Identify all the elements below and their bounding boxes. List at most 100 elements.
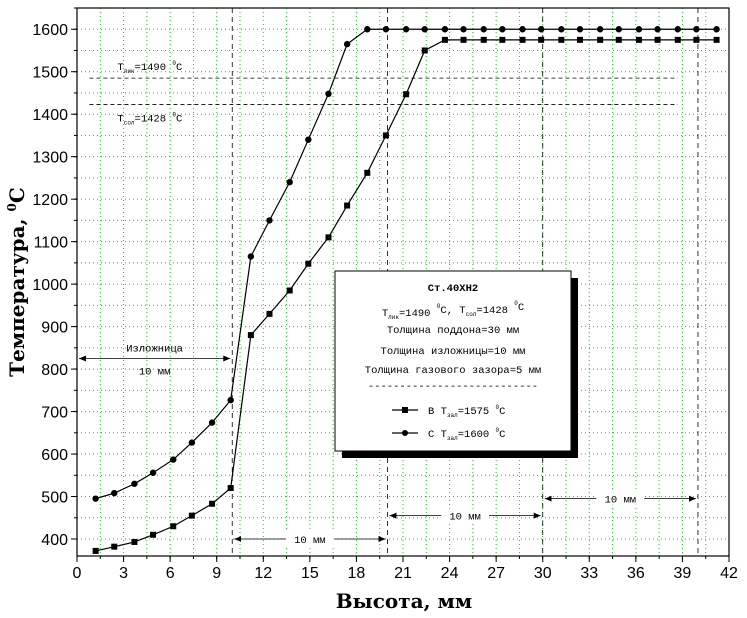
y-axis-title: Температура,	[5, 211, 29, 376]
data-point-square	[364, 169, 371, 176]
data-point-circle	[421, 26, 428, 33]
x-tick-label: 6	[166, 565, 175, 582]
legend-series-label: С Тзал=1600 0С	[428, 427, 505, 442]
x-tick-label: 33	[580, 565, 598, 582]
legend-title: Ст.40ХН2	[428, 283, 478, 295]
data-point-square	[576, 36, 583, 43]
dimension-label: 10 мм	[139, 366, 171, 378]
x-axis-title: Высота, мм	[336, 589, 473, 613]
data-point-circle	[596, 26, 604, 33]
data-point-square	[693, 36, 700, 43]
legend-pallet-thickness: Толщина поддона=30 мм	[387, 325, 519, 337]
data-point-square	[480, 36, 487, 43]
y-axis-unit: С	[5, 187, 29, 203]
data-point-square	[227, 485, 234, 492]
data-point-circle	[111, 489, 118, 497]
data-point-circle	[674, 26, 681, 33]
dimension-label-bg	[596, 491, 645, 505]
y-axis-degree: 0	[5, 203, 19, 211]
data-point-circle	[149, 469, 157, 476]
x-tick-label: 0	[73, 565, 82, 582]
data-point-square	[131, 538, 138, 545]
y-tick-label: 600	[41, 447, 68, 464]
data-point-circle	[286, 178, 293, 186]
data-point-square	[382, 132, 389, 139]
data-point-square	[344, 202, 351, 209]
data-point-circle	[364, 26, 371, 33]
data-point-circle	[188, 439, 196, 446]
dimension-label: 10 мм	[294, 535, 326, 547]
data-point-circle	[325, 90, 332, 98]
data-point-square	[305, 260, 312, 267]
data-point-circle	[441, 26, 449, 33]
data-point-square	[286, 287, 293, 294]
data-point-circle	[654, 26, 661, 33]
x-tick-label: 39	[674, 565, 692, 582]
reference-label: Тсол=1428 0С	[117, 111, 182, 126]
data-point-square	[421, 47, 428, 54]
y-tick-label: 1300	[32, 150, 68, 167]
dimension-label: 10 мм	[449, 512, 481, 524]
data-point-circle	[499, 26, 506, 33]
data-point-square	[111, 543, 118, 550]
data-point-square	[460, 36, 467, 43]
y-tick-label: 400	[41, 532, 68, 549]
dimension-label-bg	[441, 508, 490, 522]
data-point-circle	[519, 26, 526, 33]
data-point-square	[325, 234, 332, 241]
data-point-square	[635, 36, 642, 43]
legend-box: Ст.40ХН2 Тлик=1490 0С, Тсол=1428 0С Толщин…	[334, 270, 578, 458]
data-point-square	[247, 332, 254, 339]
data-point-circle	[170, 456, 177, 463]
data-point-square	[615, 36, 622, 43]
y-tick-label: 1500	[32, 65, 68, 82]
reference-label: Тлик=1490 0С	[117, 60, 182, 75]
data-point-circle	[305, 136, 312, 143]
dimension-arrows: Изложница 10 мм 10 мм 10 мм 10 мм	[79, 343, 696, 547]
data-point-circle	[343, 40, 351, 48]
data-point-square	[209, 500, 216, 507]
data-point-circle	[460, 26, 467, 33]
data-point-square	[538, 36, 545, 43]
legend-marker-square	[402, 407, 408, 413]
x-tick-label: 3	[119, 565, 128, 582]
data-point-circle	[402, 26, 410, 33]
y-axis-title-group: Температура, 0С	[5, 187, 29, 377]
x-tick-label: 24	[441, 565, 459, 582]
data-point-circle	[480, 26, 487, 33]
x-tick-label: 42	[720, 565, 738, 582]
data-point-circle	[635, 26, 643, 33]
data-point-circle	[713, 26, 720, 33]
data-series	[92, 26, 720, 554]
data-point-circle	[382, 26, 390, 33]
data-point-square	[188, 512, 195, 519]
data-point-square	[558, 36, 565, 43]
dimension-title: Изложница	[126, 343, 183, 355]
data-point-square	[713, 36, 720, 43]
data-point-square	[170, 523, 177, 530]
data-point-square	[597, 36, 604, 43]
data-point-square	[519, 36, 526, 43]
legend-temperatures: Тлик=1490 0С, Тсол=1428 0С	[382, 300, 524, 321]
data-point-square	[403, 91, 410, 98]
data-point-square	[674, 36, 681, 43]
y-tick-label: 1400	[32, 107, 68, 124]
legend-marker-circle	[402, 430, 408, 436]
data-point-circle	[537, 26, 545, 33]
y-tick-label: 800	[41, 362, 68, 379]
data-point-circle	[615, 26, 622, 33]
x-tick-label: 15	[301, 565, 319, 582]
dimension-label-bg	[285, 532, 334, 546]
legend-mold-thickness: Толщина изложницы=10 мм	[381, 346, 526, 358]
dimension-label: 10 мм	[605, 495, 637, 507]
y-tick-label: 900	[41, 320, 68, 337]
y-tick-label: 1100	[34, 235, 69, 252]
data-point-circle	[208, 419, 216, 426]
data-point-circle	[131, 480, 138, 487]
data-point-circle	[92, 495, 99, 502]
y-tick-label: 1000	[32, 277, 68, 294]
x-tick-label: 30	[534, 565, 552, 582]
y-tick-label: 1600	[32, 22, 68, 39]
x-tick-label: 12	[254, 565, 272, 582]
